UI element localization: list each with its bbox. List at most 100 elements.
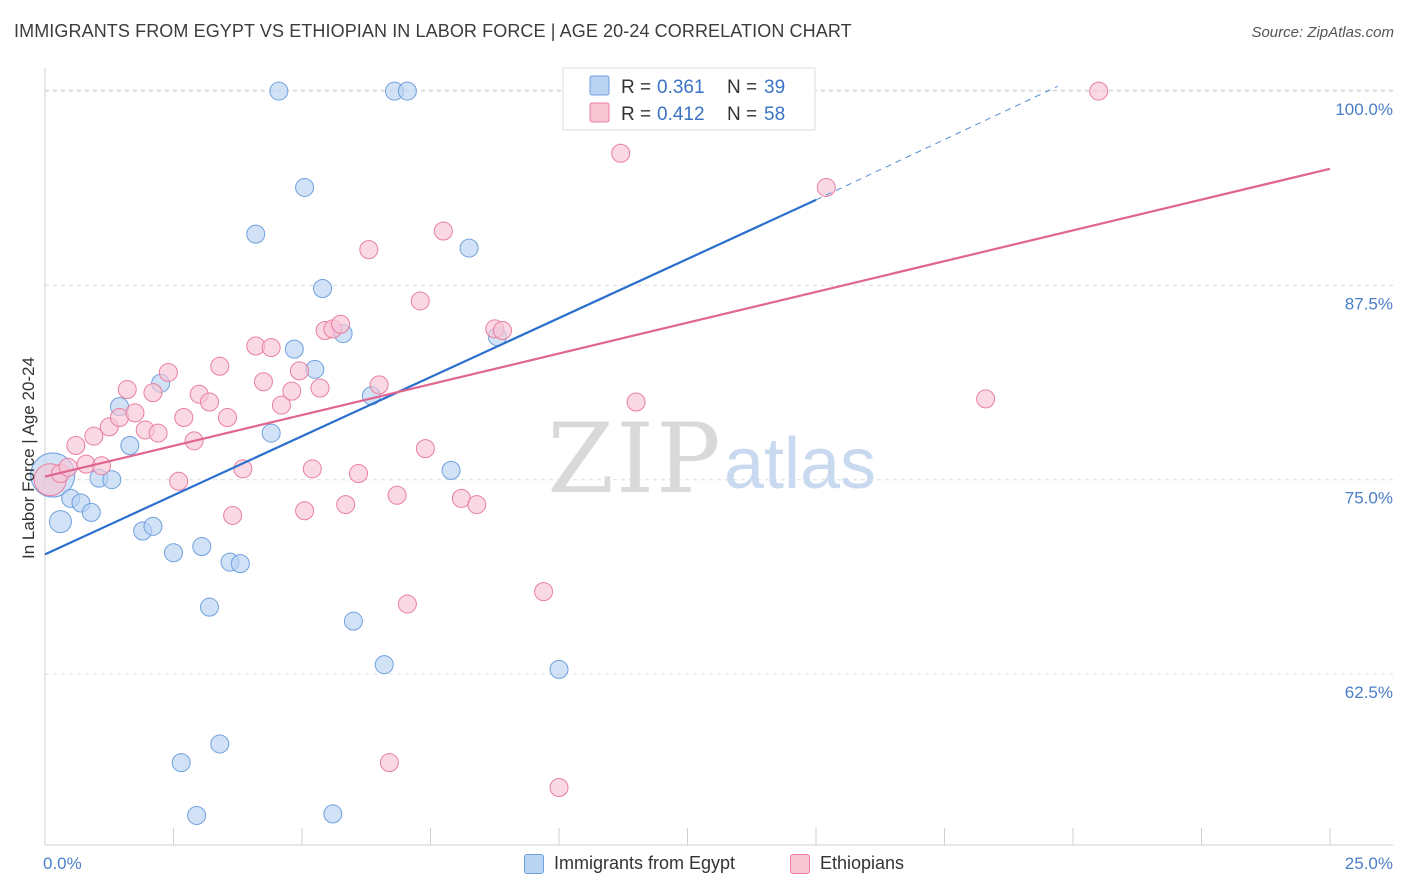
ethiopian-point <box>169 471 189 491</box>
ethiopian-point <box>492 320 512 340</box>
egypt-point <box>210 734 230 754</box>
ethiopian-point <box>125 403 145 423</box>
ethiopian-point <box>379 753 399 773</box>
y-axis-title: In Labor Force | Age 20-24 <box>19 357 38 559</box>
ethiopian-point <box>433 221 453 241</box>
ethiopian-point <box>349 463 369 483</box>
ethiopian-point <box>223 505 243 525</box>
zipatlas-watermark: ZIP atlas <box>547 403 876 515</box>
egypt-point <box>261 423 281 443</box>
ethiopian-point <box>331 314 351 334</box>
egypt-point <box>199 597 219 617</box>
ethiopian-point <box>387 485 407 505</box>
ethiopian-point <box>359 240 379 260</box>
ethiopian-point <box>271 395 291 415</box>
legend-r-value-egypt: 0.361 <box>657 77 705 98</box>
egypt-point <box>143 516 163 536</box>
ethiopian-point <box>415 439 435 459</box>
egypt-point <box>269 81 289 101</box>
x-tick-label-min: 0.0% <box>43 854 82 873</box>
egypt-point <box>187 805 207 825</box>
bottom-legend-label-egypt: Immigrants from Egypt <box>554 853 736 873</box>
trend-line-egypt <box>44 198 817 556</box>
watermark-atlas: atlas <box>724 424 876 504</box>
ethiopian-point <box>302 459 322 479</box>
ethiopian-point <box>816 177 836 197</box>
legend-r-label-egypt: R = <box>621 77 651 98</box>
egypt-point <box>171 753 191 773</box>
egypt-point <box>230 554 250 574</box>
trend-line-ethiopians <box>44 167 1331 478</box>
bottom-legend-label-ethiopians: Ethiopians <box>820 853 905 873</box>
legend-n-value-ethiopians: 58 <box>764 104 785 125</box>
ethiopian-point <box>336 495 356 515</box>
ethiopian-point <box>148 423 168 443</box>
bottom-legend-swatch-egypt <box>524 853 544 874</box>
ethiopian-point <box>626 392 646 412</box>
ethiopian-point <box>199 392 219 412</box>
legend-r-value-ethiopians: 0.412 <box>657 104 705 125</box>
ethiopian-point <box>369 375 389 395</box>
source-text: Source: ZipAtlas.com <box>1251 24 1394 41</box>
egypt-point <box>459 238 479 258</box>
egypt-point <box>441 460 461 480</box>
ethiopian-point <box>210 356 230 376</box>
watermark-zip: ZIP <box>547 403 722 515</box>
chart-title: IMMIGRANTS FROM EGYPT VS ETHIOPIAN IN LA… <box>14 21 852 41</box>
ethiopian-point <box>117 380 137 400</box>
egypt-point <box>164 543 183 563</box>
bottom-legend-ethiopians: Ethiopians <box>790 853 904 874</box>
ethiopian-point <box>66 436 86 456</box>
egypt-point <box>246 224 266 244</box>
ethiopian-point <box>92 456 112 476</box>
ethiopian-point <box>217 408 237 428</box>
legend-r-label-ethiopians: R = <box>621 104 651 125</box>
x-tick-label-max: 25.0% <box>1345 854 1393 873</box>
tick-labels: 62.5% 75.0% 87.5% 100.0% 0.0% 25.0% <box>43 100 1393 873</box>
legend-box: R = 0.361 N = 39 R = 0.412 N = 58 <box>562 67 816 131</box>
egypt-point <box>323 804 343 824</box>
y-tick-label: 87.5% <box>1345 294 1393 313</box>
ethiopian-point <box>467 495 487 515</box>
egypt-point <box>192 537 212 557</box>
trend-line-egypt-extension <box>815 85 1058 201</box>
ethiopian-point <box>1089 81 1109 101</box>
ethiopian-point <box>174 408 194 428</box>
ethiopian-point <box>295 501 315 521</box>
points-immigrants-from-egypt <box>30 81 754 825</box>
ethiopian-point <box>397 594 417 614</box>
egypt-point <box>48 510 72 534</box>
legend-swatch-egypt <box>589 75 610 96</box>
ethiopian-point <box>549 777 569 797</box>
legend-swatch-ethiopians <box>589 102 610 123</box>
ethiopian-point <box>611 143 631 163</box>
egypt-point <box>102 470 122 490</box>
ethiopian-point <box>289 361 309 381</box>
legend-n-label-egypt: N = <box>727 77 757 98</box>
grid-lines <box>45 89 1393 675</box>
egypt-point <box>81 502 101 522</box>
y-tick-label: 62.5% <box>1345 683 1393 702</box>
ethiopian-point <box>976 389 996 409</box>
ethiopian-point <box>282 381 302 401</box>
ethiopian-point <box>261 338 281 358</box>
ethiopian-point <box>143 383 163 403</box>
trend-lines <box>44 85 1331 556</box>
bottom-legend-egypt: Immigrants from Egypt <box>524 853 735 874</box>
ethiopian-point <box>253 372 273 392</box>
egypt-point <box>397 81 417 101</box>
egypt-point <box>284 339 304 359</box>
egypt-point <box>120 436 140 456</box>
bottom-legend-swatch-ethiopians <box>790 853 810 874</box>
ethiopian-point <box>158 362 178 382</box>
y-tick-label: 75.0% <box>1345 489 1393 508</box>
legend-n-value-egypt: 39 <box>764 77 785 98</box>
legend-n-label-ethiopians: N = <box>727 104 757 125</box>
egypt-point <box>295 177 315 197</box>
egypt-point <box>343 611 363 631</box>
egypt-point <box>549 659 569 679</box>
ethiopian-point <box>534 582 554 602</box>
ethiopian-point <box>310 378 330 398</box>
ethiopian-point <box>410 291 430 311</box>
